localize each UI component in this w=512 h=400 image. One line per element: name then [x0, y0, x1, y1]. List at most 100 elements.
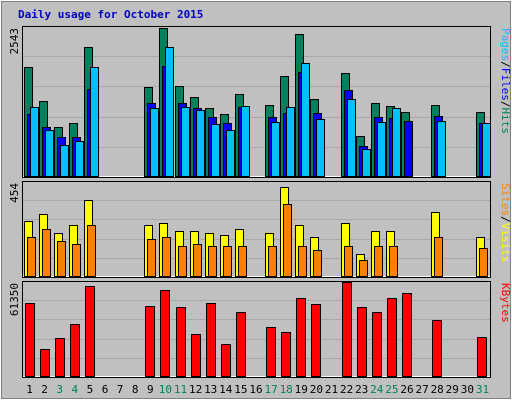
bar-kbytes-day-4: [70, 324, 80, 377]
bar-pages-day-11: [181, 107, 190, 177]
x-tick-label: 5: [87, 383, 94, 396]
bar-kbytes-day-14: [221, 344, 231, 377]
bar-sites-day-23: [359, 260, 368, 277]
legend-entry: Pages: [499, 28, 512, 61]
bar-pages-day-15: [241, 106, 250, 177]
bar-kbytes-day-9: [145, 306, 155, 377]
bar-sites-day-1: [27, 237, 36, 277]
bar-pages-day-12: [196, 110, 205, 177]
bar-sites-day-14: [223, 246, 232, 277]
x-tick-label: 22: [340, 383, 353, 396]
x-tick-label: 24: [370, 383, 384, 396]
bar-sites-day-19: [298, 246, 307, 277]
legend-entry: /: [499, 61, 512, 68]
bar-pages-day-3: [60, 145, 69, 177]
bar-pages-day-14: [226, 130, 235, 177]
x-tick-label: 12: [189, 383, 202, 396]
bar-kbytes-day-17: [266, 327, 276, 377]
bar-sites-day-2: [42, 229, 51, 277]
x-tick-label: 15: [234, 383, 247, 396]
bar-sites-day-15: [238, 246, 247, 277]
ymax-label: 454: [8, 183, 21, 203]
bar-kbytes-day-22: [342, 282, 352, 377]
bar-pages-day-13: [211, 124, 220, 177]
bar-sites-day-24: [374, 246, 383, 277]
ymax-label: 2543: [8, 28, 21, 55]
bar-pages-day-10: [165, 47, 174, 177]
bar-pages-day-19: [301, 63, 310, 177]
bar-sites-day-12: [193, 244, 202, 277]
x-tick-label: 8: [132, 383, 139, 396]
bar-sites-day-13: [208, 246, 217, 277]
x-tick-label: 17: [264, 383, 277, 396]
legend-entry: /: [499, 216, 512, 223]
x-tick-label: 19: [295, 383, 308, 396]
x-tick-label: 27: [415, 383, 428, 396]
legend: Sites/Visits: [499, 183, 512, 263]
bar-sites-day-31: [479, 248, 488, 277]
bar-files-day-26: [404, 121, 413, 177]
bar-pages-day-5: [90, 67, 99, 177]
bar-pages-day-22: [347, 99, 356, 177]
x-tick-label: 28: [431, 383, 444, 396]
bar-sites-day-9: [147, 239, 156, 277]
bar-pages-day-9: [150, 108, 159, 177]
bar-kbytes-day-11: [176, 307, 186, 377]
bar-pages-day-2: [45, 130, 54, 177]
x-tick-label: 4: [71, 383, 78, 396]
bar-sites-day-17: [268, 246, 277, 277]
bar-kbytes-day-23: [357, 307, 367, 377]
ymax-label: 61350: [8, 283, 21, 316]
bar-pages-day-23: [362, 149, 371, 177]
bar-kbytes-day-25: [387, 298, 397, 377]
x-tick-label: 9: [147, 383, 154, 396]
bar-sites-day-18: [283, 204, 292, 277]
x-tick-label: 23: [355, 383, 368, 396]
chart-title: Daily usage for October 2015: [18, 8, 203, 21]
x-tick-label: 6: [102, 383, 109, 396]
bar-sites-day-3: [57, 241, 66, 277]
bar-pages-day-4: [75, 141, 84, 177]
bar-pages-day-31: [482, 123, 491, 177]
plot-area: [22, 281, 491, 378]
x-tick-label: 20: [310, 383, 323, 396]
bar-kbytes-day-5: [85, 286, 95, 377]
panel-hits-files-pages: 2543 Pages/Files/Hits: [8, 26, 512, 178]
bar-kbytes-day-2: [40, 349, 50, 377]
bar-pages-day-24: [377, 122, 386, 177]
bar-sites-day-5: [87, 225, 96, 277]
bar-kbytes-day-28: [432, 320, 442, 377]
bar-pages-day-1: [30, 107, 39, 177]
bar-kbytes-day-18: [281, 332, 291, 377]
bar-sites-day-28: [434, 237, 443, 277]
bar-kbytes-day-12: [191, 334, 201, 377]
bar-pages-day-17: [271, 122, 280, 177]
legend: KBytes: [499, 283, 512, 323]
x-tick-label: 29: [446, 383, 459, 396]
legend-entry: KBytes: [499, 283, 512, 323]
x-tick-label: 18: [280, 383, 293, 396]
x-tick-label: 21: [325, 383, 338, 396]
bar-sites-day-20: [313, 250, 322, 277]
bar-kbytes-day-19: [296, 298, 306, 377]
bar-kbytes-day-3: [55, 338, 65, 377]
x-tick-label: 25: [385, 383, 398, 396]
x-tick-label: 16: [249, 383, 262, 396]
bar-sites-day-11: [178, 246, 187, 277]
bar-kbytes-day-13: [206, 303, 216, 377]
bar-sites-day-22: [344, 246, 353, 277]
x-tick-label: 3: [56, 383, 63, 396]
bar-pages-day-18: [286, 107, 295, 177]
bar-kbytes-day-1: [25, 303, 35, 377]
x-tick-label: 13: [204, 383, 217, 396]
x-tick-label: 31: [476, 383, 489, 396]
bar-sites-day-25: [389, 246, 398, 277]
bar-sites-day-4: [72, 244, 81, 277]
x-tick-label: 11: [174, 383, 187, 396]
bar-pages-day-28: [437, 121, 446, 177]
plot-area: [22, 181, 491, 278]
bar-kbytes-day-20: [311, 304, 321, 377]
